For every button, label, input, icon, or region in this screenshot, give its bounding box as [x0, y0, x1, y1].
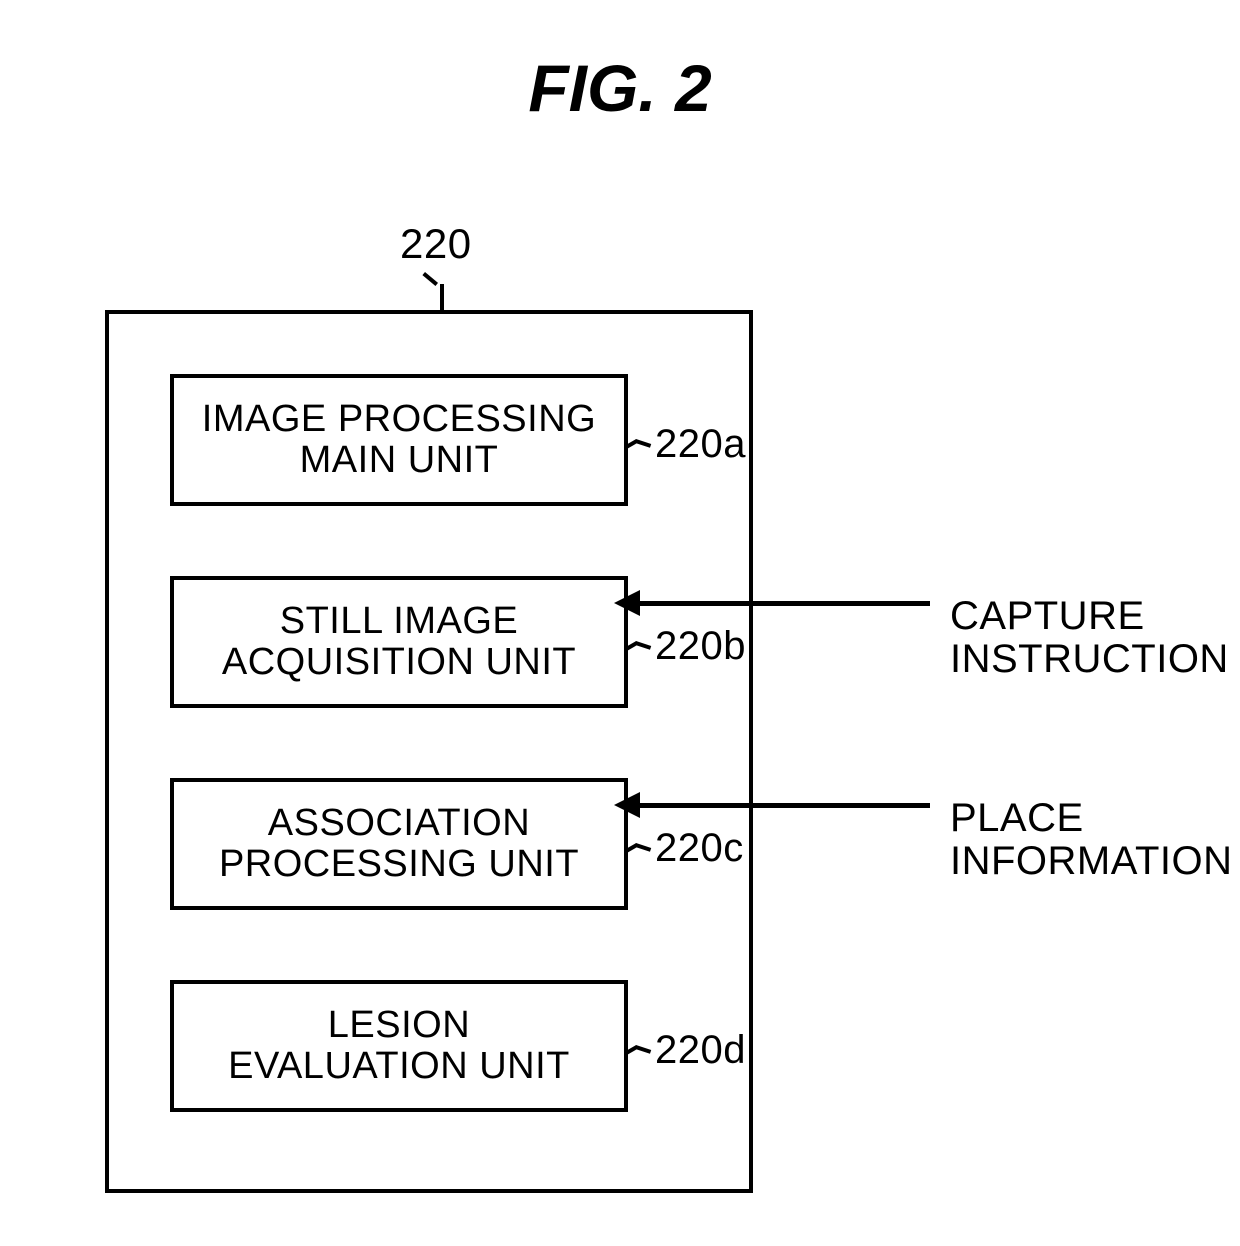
main-unit-label: IMAGE PROCESSING MAIN UNIT [202, 399, 596, 481]
figure-canvas: FIG. 2 220 IMAGE PROCESSING MAIN UNIT 220a S… [0, 0, 1240, 1246]
lesion-unit: LESION EVALUATION UNIT [170, 980, 628, 1112]
figure-title: FIG. 2 [0, 50, 1240, 126]
still-unit-ref: 220b [655, 624, 746, 669]
container-leader-seg1 [422, 272, 438, 286]
assoc-unit: ASSOCIATION PROCESSING UNIT [170, 778, 628, 910]
container-leader-seg2 [440, 284, 444, 310]
place-info-label: PLACE INFORMATION [950, 797, 1233, 883]
capture-instr-label: CAPTURE INSTRUCTION [950, 595, 1229, 681]
assoc-unit-ref: 220c [655, 826, 744, 871]
lesion-unit-ref: 220d [655, 1028, 746, 1073]
capture-instr-arrow-head [614, 590, 640, 616]
lesion-unit-label: LESION EVALUATION UNIT [228, 1005, 570, 1087]
place-info-arrow-head [614, 792, 640, 818]
container-ref-label: 220 [400, 220, 472, 268]
main-unit: IMAGE PROCESSING MAIN UNIT [170, 374, 628, 506]
assoc-unit-label: ASSOCIATION PROCESSING UNIT [219, 803, 579, 885]
still-unit-label: STILL IMAGE ACQUISITION UNIT [222, 601, 576, 683]
main-unit-ref: 220a [655, 422, 746, 467]
capture-instr-arrow-shaft [640, 601, 930, 606]
place-info-arrow-shaft [640, 803, 930, 808]
still-unit: STILL IMAGE ACQUISITION UNIT [170, 576, 628, 708]
